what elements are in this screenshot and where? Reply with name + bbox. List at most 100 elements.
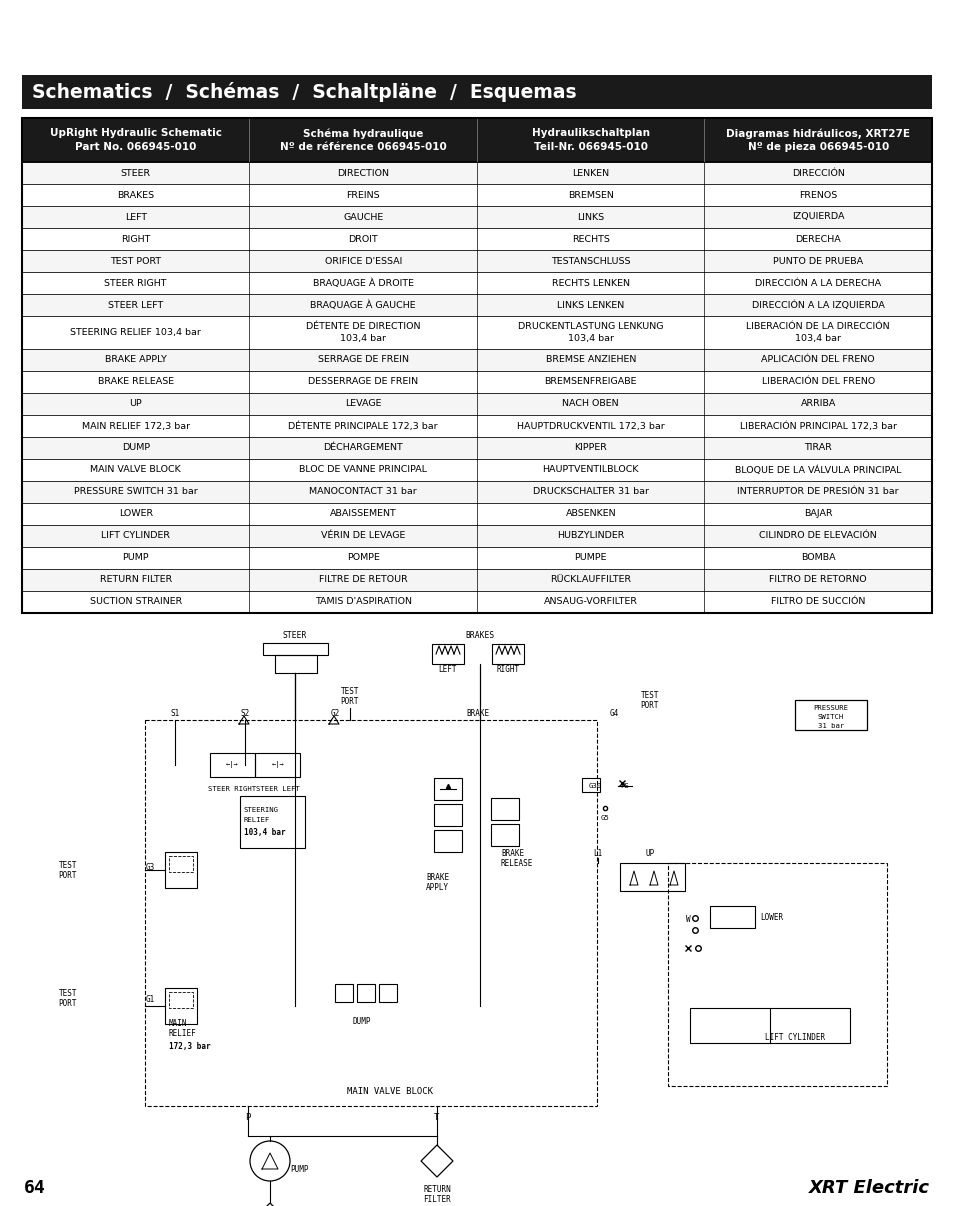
Bar — [22, 185, 931, 206]
Text: MAIN RELIEF 172,3 bar: MAIN RELIEF 172,3 bar — [82, 422, 190, 431]
Text: RELIEF: RELIEF — [244, 816, 270, 822]
Text: STEER RIGHT: STEER RIGHT — [208, 786, 255, 792]
Text: LOWER: LOWER — [760, 913, 782, 921]
Bar — [165, 851, 196, 888]
Bar — [22, 162, 931, 185]
Text: RETURN FILTER: RETURN FILTER — [99, 575, 172, 585]
Text: Hydraulikschaltplan
Teil-Nr. 066945-010: Hydraulikschaltplan Teil-Nr. 066945-010 — [531, 128, 649, 152]
Bar — [22, 525, 931, 548]
Bar — [432, 644, 463, 665]
Bar — [22, 75, 931, 109]
Text: 31 bar: 31 bar — [817, 724, 843, 728]
Text: VÉRIN DE LEVAGE: VÉRIN DE LEVAGE — [321, 532, 405, 540]
Text: BLOQUE DE LA VÁLVULA PRINCIPAL: BLOQUE DE LA VÁLVULA PRINCIPAL — [734, 466, 901, 475]
Bar — [491, 824, 518, 845]
Bar — [22, 459, 931, 481]
Text: PRESSURE SWITCH 31 bar: PRESSURE SWITCH 31 bar — [73, 487, 197, 497]
Text: BRAKE: BRAKE — [426, 873, 449, 883]
Text: PS: PS — [620, 783, 629, 789]
Text: PORT: PORT — [59, 1000, 77, 1008]
Text: ARRIBA: ARRIBA — [800, 399, 835, 409]
Text: LINKS: LINKS — [577, 212, 603, 222]
Text: FILTRO DE SUCCIÓN: FILTRO DE SUCCIÓN — [770, 597, 864, 607]
Bar — [22, 415, 931, 437]
Text: BRAQUAGE À DROITE: BRAQUAGE À DROITE — [313, 279, 414, 288]
Text: DIRECTION: DIRECTION — [337, 169, 389, 177]
Text: DIRECCIÓN A LA DERECHA: DIRECCIÓN A LA DERECHA — [755, 279, 881, 287]
Text: FREINS: FREINS — [346, 191, 379, 199]
Text: PUNTO DE PRUEBA: PUNTO DE PRUEBA — [772, 257, 862, 265]
Text: LEVAGE: LEVAGE — [345, 399, 381, 409]
Bar — [22, 294, 931, 316]
Text: HUBZYLINDER: HUBZYLINDER — [557, 532, 624, 540]
Bar — [709, 906, 754, 927]
Text: APPLY: APPLY — [426, 884, 449, 892]
Text: DROIT: DROIT — [348, 234, 377, 244]
Text: TEST: TEST — [59, 861, 77, 870]
Bar — [22, 316, 931, 349]
Text: LINKS LENKEN: LINKS LENKEN — [557, 300, 623, 310]
Text: CILINDRO DE ELEVACIÓN: CILINDRO DE ELEVACIÓN — [759, 532, 876, 540]
Text: G30: G30 — [588, 783, 601, 789]
Text: G4: G4 — [609, 709, 618, 719]
Text: LIBERACIÓN PRINCIPAL 172,3 bar: LIBERACIÓN PRINCIPAL 172,3 bar — [739, 421, 896, 431]
Text: BREMSE ANZIEHEN: BREMSE ANZIEHEN — [545, 356, 636, 364]
Bar — [22, 228, 931, 250]
Text: TIRAR: TIRAR — [803, 444, 831, 452]
Text: BRAKE: BRAKE — [466, 709, 489, 719]
Text: 103,4 bar: 103,4 bar — [244, 827, 285, 837]
Bar — [22, 393, 931, 415]
Bar — [210, 753, 254, 777]
Bar — [22, 437, 931, 459]
Text: TESTANSCHLUSS: TESTANSCHLUSS — [551, 257, 630, 265]
Text: UP: UP — [130, 399, 142, 409]
Text: LIBERACIÓN DEL FRENO: LIBERACIÓN DEL FRENO — [760, 377, 874, 386]
Bar — [22, 118, 931, 162]
Text: TEST: TEST — [59, 989, 77, 999]
Bar — [434, 830, 461, 851]
Text: T: T — [434, 1113, 439, 1123]
Text: UpRight Hydraulic Schematic
Part No. 066945-010: UpRight Hydraulic Schematic Part No. 066… — [50, 128, 221, 152]
Text: Diagramas hidráulicos, XRT27E
Nº de pieza 066945-010: Diagramas hidráulicos, XRT27E Nº de piez… — [725, 128, 909, 152]
Text: BOMBA: BOMBA — [801, 554, 835, 562]
Bar — [22, 250, 931, 273]
Text: L1: L1 — [593, 849, 602, 857]
Text: RELIEF: RELIEF — [169, 1030, 196, 1038]
Text: DESSERRAGE DE FREIN: DESSERRAGE DE FREIN — [308, 377, 417, 386]
Bar — [22, 481, 931, 503]
Text: GAUCHE: GAUCHE — [343, 212, 383, 222]
Bar — [240, 796, 305, 848]
Text: XRT Electric: XRT Electric — [808, 1179, 929, 1198]
Text: RIGHT: RIGHT — [121, 234, 151, 244]
Text: MAIN VALVE BLOCK: MAIN VALVE BLOCK — [91, 466, 181, 474]
Bar — [689, 1008, 849, 1043]
Text: STEER LEFT: STEER LEFT — [255, 786, 299, 792]
Text: LIBERACIÓN DE LA DIRECCIÓN
103,4 bar: LIBERACIÓN DE LA DIRECCIÓN 103,4 bar — [745, 322, 889, 343]
Text: IZQUIERDA: IZQUIERDA — [791, 212, 843, 222]
Text: LIFT CYLINDER: LIFT CYLINDER — [764, 1034, 824, 1042]
Text: BREMSEN: BREMSEN — [567, 191, 613, 199]
Text: RETURN: RETURN — [423, 1184, 451, 1194]
Text: MAIN VALVE BLOCK: MAIN VALVE BLOCK — [347, 1088, 433, 1096]
Bar — [22, 591, 931, 613]
Text: ABAISSEMENT: ABAISSEMENT — [330, 509, 396, 519]
Text: RECHTS LENKEN: RECHTS LENKEN — [551, 279, 629, 287]
Text: SWITCH: SWITCH — [817, 714, 843, 720]
Text: RIGHT: RIGHT — [496, 666, 519, 674]
Bar — [335, 984, 353, 1002]
Text: Schematics  /  Schémas  /  Schaltpläne  /  Esquemas: Schematics / Schémas / Schaltpläne / Esq… — [32, 82, 576, 103]
Bar — [22, 273, 931, 294]
Text: DÉTENTE PRINCIPALE 172,3 bar: DÉTENTE PRINCIPALE 172,3 bar — [288, 421, 437, 431]
Text: DIRECCIÓN A LA IZQUIERDA: DIRECCIÓN A LA IZQUIERDA — [751, 300, 883, 310]
Text: DUMP: DUMP — [353, 1018, 371, 1026]
Bar — [165, 988, 196, 1024]
Text: APLICACIÓN DEL FRENO: APLICACIÓN DEL FRENO — [760, 356, 874, 364]
Text: BLOC DE VANNE PRINCIPAL: BLOC DE VANNE PRINCIPAL — [299, 466, 427, 474]
Bar — [22, 548, 931, 569]
Bar — [434, 778, 461, 800]
Text: RELEASE: RELEASE — [500, 860, 533, 868]
Bar — [22, 118, 931, 613]
Text: BRAKES: BRAKES — [465, 632, 494, 640]
Text: KIPPER: KIPPER — [574, 444, 606, 452]
Text: PUMP: PUMP — [122, 554, 149, 562]
